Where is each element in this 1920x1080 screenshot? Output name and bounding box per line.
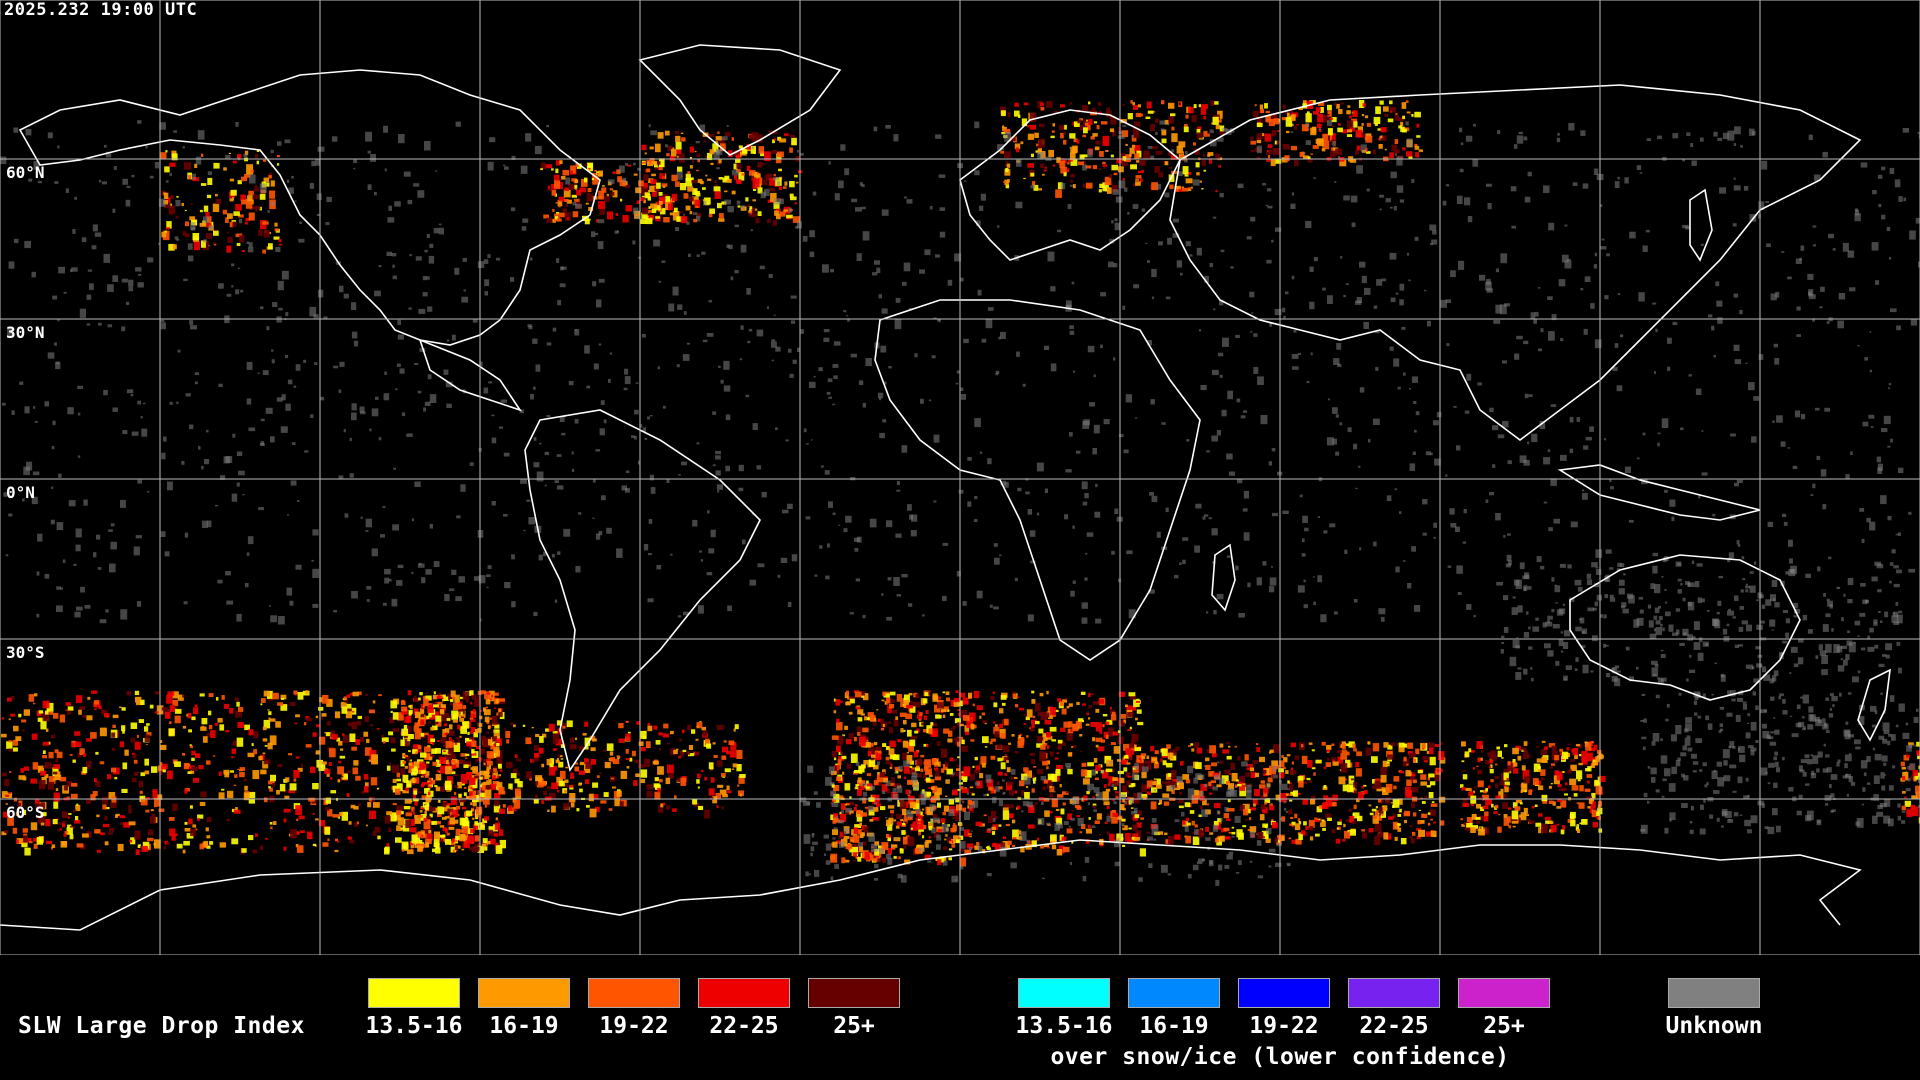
swatch-snow-4 — [1348, 978, 1440, 1008]
label-snow-1: 13.5-16 — [1015, 1013, 1113, 1039]
world-map — [0, 0, 1920, 955]
swatch-snow-1 — [1018, 978, 1110, 1008]
swatch-water-3 — [588, 978, 680, 1008]
swatch-water-1 — [368, 978, 460, 1008]
lat-label-30s: 30°S — [6, 643, 45, 662]
swatch-snow-2 — [1128, 978, 1220, 1008]
lat-label-0n: 0°N — [6, 483, 35, 502]
swatch-water-4 — [698, 978, 790, 1008]
snow-ice-note: over snow/ice (lower confidence) — [1050, 1044, 1510, 1070]
label-water-4: 22-25 — [709, 1013, 779, 1039]
label-water-3: 19-22 — [599, 1013, 669, 1039]
label-unknown: Unknown — [1665, 1013, 1763, 1039]
timestamp: 2025.232 19:00 UTC — [4, 0, 198, 20]
lat-label-30n: 30°N — [6, 323, 45, 342]
label-snow-2: 16-19 — [1139, 1013, 1209, 1039]
swatch-unknown — [1668, 978, 1760, 1008]
swatch-snow-5 — [1458, 978, 1550, 1008]
lat-label-60s: 60°S — [6, 803, 45, 822]
swatch-water-2 — [478, 978, 570, 1008]
label-snow-3: 19-22 — [1249, 1013, 1319, 1039]
label-snow-5: 25+ — [1483, 1013, 1525, 1039]
swatch-snow-3 — [1238, 978, 1330, 1008]
label-water-5: 25+ — [833, 1013, 875, 1039]
label-snow-4: 22-25 — [1359, 1013, 1429, 1039]
lat-lon-grid — [0, 0, 1920, 955]
slw-data-layer — [0, 100, 1920, 886]
label-water-1: 13.5-16 — [365, 1013, 463, 1039]
swatch-water-5 — [808, 978, 900, 1008]
lat-label-60n: 60°N — [6, 163, 45, 182]
legend-title: SLW Large Drop Index — [18, 1013, 305, 1039]
legend — [0, 960, 1920, 1080]
label-water-2: 16-19 — [489, 1013, 559, 1039]
